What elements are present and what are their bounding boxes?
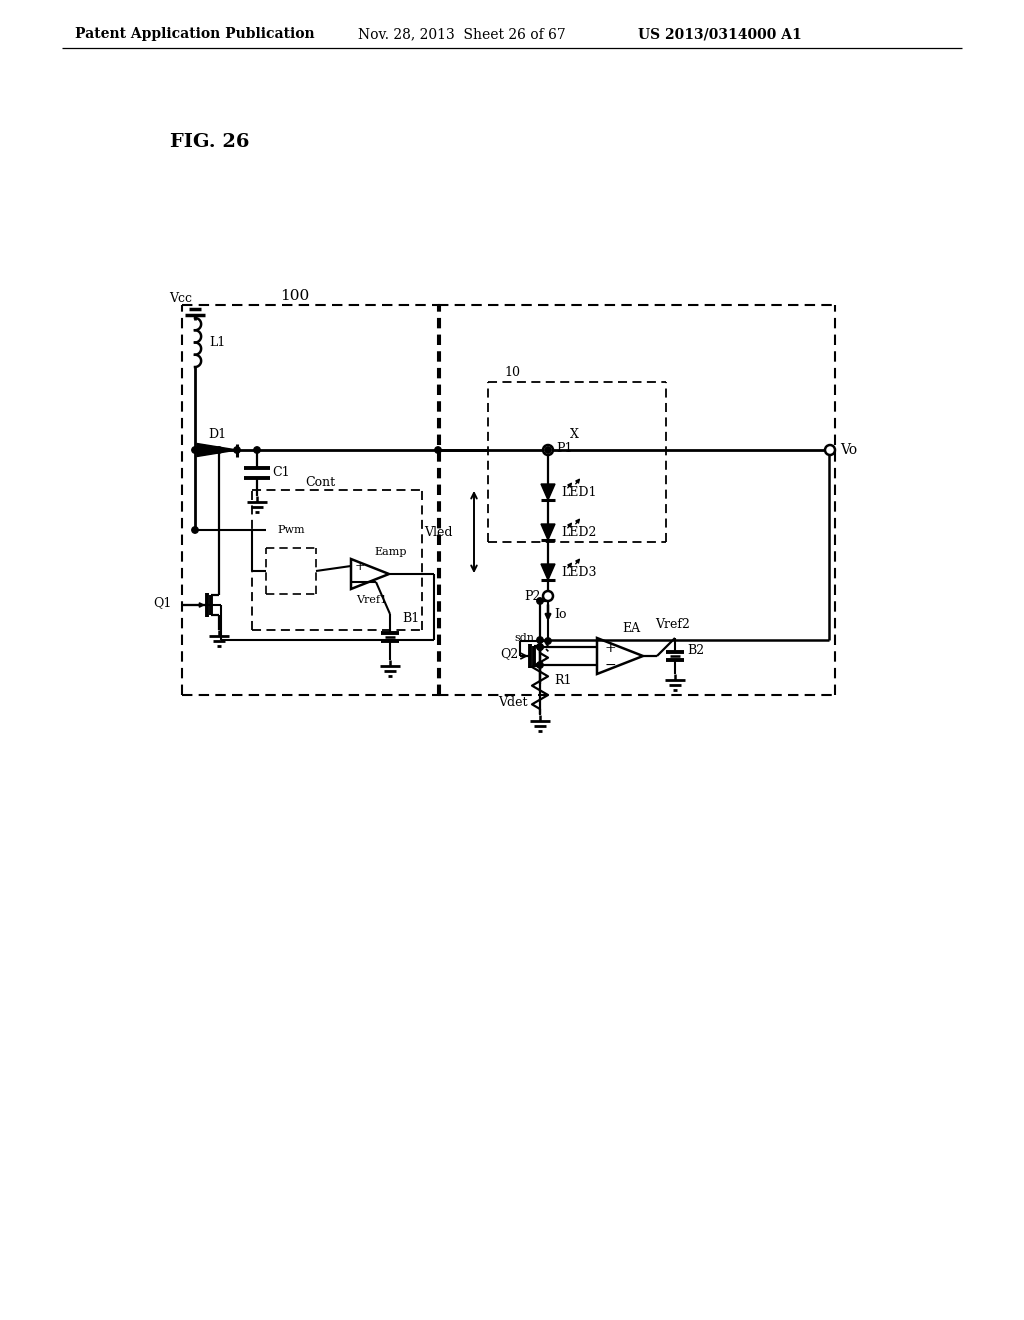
- Text: D1: D1: [208, 428, 226, 441]
- Circle shape: [545, 446, 551, 453]
- Text: FIG. 26: FIG. 26: [170, 133, 250, 150]
- Text: L1: L1: [209, 337, 225, 348]
- Circle shape: [537, 598, 543, 605]
- Text: B2: B2: [687, 644, 705, 656]
- Polygon shape: [541, 524, 555, 540]
- Text: Vled: Vled: [424, 525, 453, 539]
- Circle shape: [254, 446, 260, 453]
- Circle shape: [216, 446, 222, 453]
- Text: Vcc: Vcc: [170, 293, 193, 305]
- Text: R1: R1: [554, 675, 571, 688]
- Text: Patent Application Publication: Patent Application Publication: [75, 26, 314, 41]
- Circle shape: [543, 445, 553, 455]
- Text: P2: P2: [524, 590, 541, 602]
- Text: Q2: Q2: [500, 648, 518, 660]
- Text: B1: B1: [402, 612, 419, 626]
- Text: P1: P1: [556, 441, 572, 454]
- Polygon shape: [541, 484, 555, 500]
- Polygon shape: [197, 444, 237, 457]
- Text: Eamp: Eamp: [374, 546, 407, 557]
- Circle shape: [825, 445, 835, 455]
- Text: Vref1: Vref1: [356, 595, 387, 605]
- Text: Io: Io: [554, 607, 566, 620]
- Text: EA: EA: [622, 623, 640, 635]
- Text: Vo: Vo: [840, 444, 857, 457]
- Circle shape: [191, 527, 199, 533]
- Circle shape: [537, 644, 543, 651]
- Text: US 2013/0314000 A1: US 2013/0314000 A1: [638, 26, 802, 41]
- Text: C1: C1: [272, 466, 290, 479]
- Text: Cont: Cont: [305, 475, 335, 488]
- Text: 100: 100: [280, 289, 309, 304]
- Text: Vdet: Vdet: [498, 697, 527, 710]
- Text: LED2: LED2: [561, 525, 596, 539]
- Text: +: +: [354, 561, 366, 573]
- Circle shape: [233, 446, 241, 453]
- Text: −: −: [354, 576, 366, 589]
- Polygon shape: [541, 564, 555, 579]
- Text: X: X: [570, 428, 579, 441]
- Circle shape: [435, 446, 441, 453]
- Circle shape: [537, 636, 543, 643]
- Text: −: −: [604, 657, 615, 672]
- Text: Q1: Q1: [154, 597, 172, 610]
- Text: LED1: LED1: [561, 486, 597, 499]
- Circle shape: [545, 638, 551, 644]
- Text: Nov. 28, 2013  Sheet 26 of 67: Nov. 28, 2013 Sheet 26 of 67: [358, 26, 565, 41]
- Circle shape: [191, 446, 199, 453]
- Text: 10: 10: [504, 367, 520, 380]
- Text: +: +: [604, 642, 615, 655]
- Circle shape: [537, 644, 543, 651]
- Circle shape: [537, 661, 543, 668]
- Text: LED3: LED3: [561, 565, 597, 578]
- Text: Pwm: Pwm: [278, 525, 305, 535]
- Text: Vref2: Vref2: [655, 618, 690, 631]
- Text: sdn: sdn: [514, 634, 534, 643]
- Circle shape: [543, 591, 553, 601]
